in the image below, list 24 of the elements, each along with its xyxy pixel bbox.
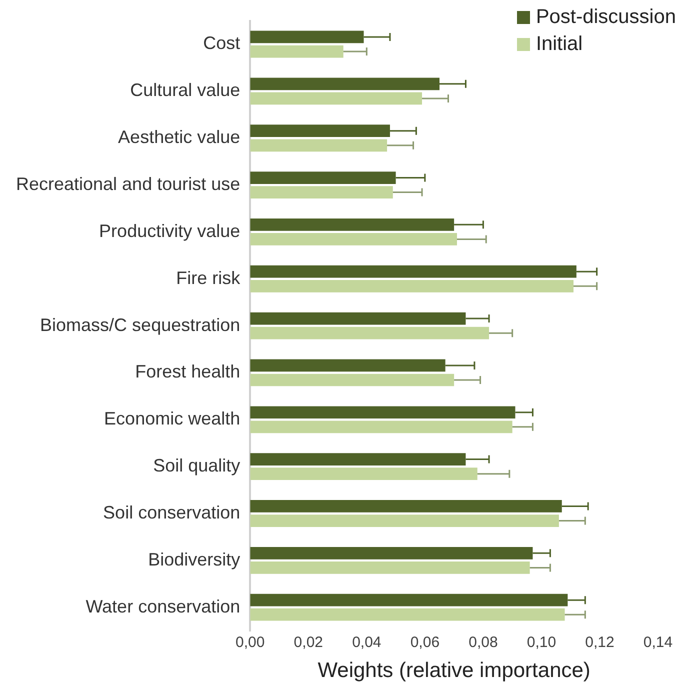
legend-label: Initial (536, 33, 583, 56)
y-tick-label: Productivity value (99, 220, 240, 241)
x-tick-label: 0,00 (236, 634, 265, 651)
x-tick-label: 0,04 (352, 634, 382, 651)
legend-label: Post-discussion (536, 6, 676, 29)
x-tick-label: 0,06 (410, 634, 440, 651)
x-tick-label: 0,12 (585, 634, 614, 651)
y-tick-label: Biomass/C sequestration (40, 314, 240, 335)
y-tick-label: Water conservation (86, 596, 240, 616)
x-tick-label: 0,08 (468, 634, 498, 651)
y-tick-label: Fire risk (176, 268, 242, 288)
y-tick-label: Cost (203, 33, 240, 54)
y-tick-label: Aesthetic value (118, 127, 240, 148)
x-tick-label: 0,14 (643, 634, 673, 651)
x-axis-title: Weights (relative importance) (318, 659, 590, 682)
y-tick-label: Soil conservation (103, 502, 240, 522)
y-tick-label: Soil quality (153, 456, 240, 476)
y-tick-label: Biodiversity (148, 549, 240, 570)
y-tick-label: Recreational and tourist use (16, 174, 240, 194)
y-tick-label: Forest health (135, 362, 240, 382)
x-tick-label: 0,02 (294, 634, 323, 651)
y-tick-label: Cultural value (130, 80, 240, 100)
y-tick-label: Economic wealth (104, 408, 240, 429)
x-tick-label: 0,10 (526, 634, 556, 651)
